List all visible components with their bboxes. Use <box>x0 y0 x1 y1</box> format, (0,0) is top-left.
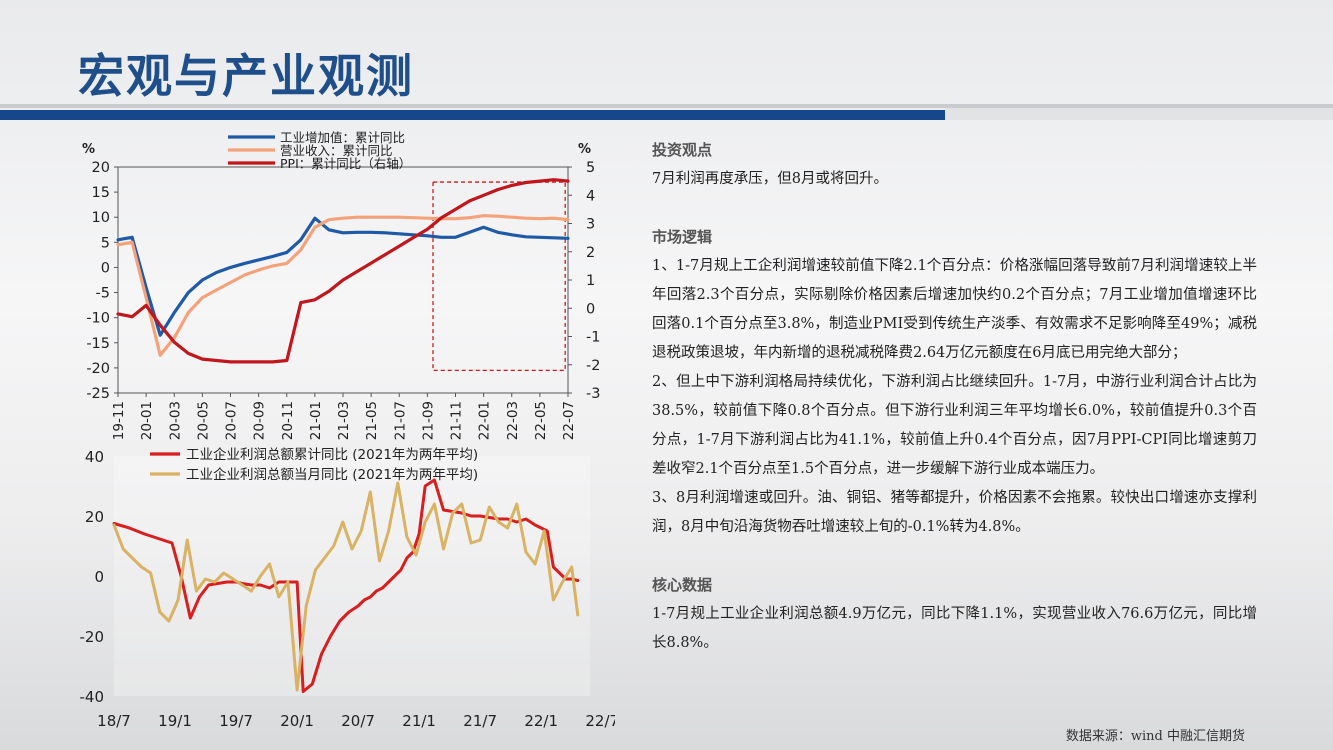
x-tick-label: 19-11 <box>111 401 127 440</box>
y-tick-label-right: -2 <box>586 358 600 374</box>
series-line <box>112 478 580 693</box>
y-tick-label-left: -5 <box>96 286 110 302</box>
series-line <box>116 178 570 364</box>
x-tick-label: 21-03 <box>336 401 352 440</box>
section-paragraph: 1、1-7月规上工企利润增速较前值下降2.1个百分点：价格涨幅回落导致前7月利润… <box>652 258 1257 361</box>
x-tick-label: 20-07 <box>224 401 240 440</box>
highlight-box <box>432 181 566 372</box>
x-tick-label: 19/7 <box>219 712 253 730</box>
y-tick-label-left: -25 <box>86 386 110 402</box>
y-axis-unit-left: % <box>82 142 95 157</box>
x-tick-label: 22-01 <box>477 401 493 440</box>
page-title: 宏观与产业观测 <box>78 49 414 103</box>
y-tick-label: -20 <box>80 628 105 646</box>
y-tick-label: -40 <box>80 688 105 706</box>
x-tick-label: 22/1 <box>524 712 558 730</box>
y-tick-label-right: 4 <box>586 188 595 204</box>
x-tick-label: 21-09 <box>420 401 436 440</box>
x-tick-label: 21-11 <box>449 401 465 440</box>
data-source: 数据来源：wind 中融汇信期货 <box>1065 729 1245 744</box>
section-paragraph: 7月利润再度承压，但8月或将回升。 <box>652 171 888 187</box>
legend-label: 工业增加值：累计同比 <box>280 130 405 145</box>
x-tick-label: 20-09 <box>252 401 268 440</box>
x-tick-label: 20-05 <box>195 401 211 440</box>
section-heading: 核心数据 <box>652 576 713 594</box>
y-tick-label: 0 <box>94 568 104 586</box>
y-tick-label-right: 2 <box>586 245 595 261</box>
y-tick-label: 40 <box>85 448 104 466</box>
y-tick-label-left: -10 <box>86 311 110 327</box>
x-tick-label: 21/7 <box>463 712 497 730</box>
series-line <box>116 214 570 357</box>
series-line <box>112 481 580 692</box>
section-heading: 市场逻辑 <box>652 228 713 246</box>
y-tick-label-right: 5 <box>586 160 595 176</box>
x-tick-label: 22/7 <box>585 712 615 730</box>
header-divider-light <box>945 108 1333 120</box>
chart-industrial-profit: 40 20 0 -20 -40 18/7 19/1 19/7 20/1 20/7 21/1 21/7 2… <box>80 446 616 730</box>
section-paragraph: 3、8月利润增速或回升。油、铜铝、猪等都提升，价格因素不会拖累。较快出口增速亦支… <box>652 490 1257 535</box>
legend-label: PPI：累计同比（右轴） <box>280 156 411 171</box>
x-tick-label: 21-07 <box>392 401 408 440</box>
x-tick-label: 22-07 <box>561 401 577 440</box>
x-tick-label: 22-03 <box>505 401 521 440</box>
legend-label: 营业收入：累计同比 <box>280 143 393 158</box>
x-tick-label: 21/1 <box>402 712 436 730</box>
y-tick-label-left: -15 <box>86 336 110 352</box>
y-tick-label-left: 15 <box>92 185 110 201</box>
y-axis-unit-right: % <box>578 142 591 157</box>
y-tick-label-left: 20 <box>92 160 110 176</box>
y-tick-label-right: 3 <box>586 217 595 233</box>
header-divider-grey <box>0 104 1333 108</box>
y-tick-label-right: 1 <box>586 273 595 289</box>
y-tick-label-right: -1 <box>586 330 600 346</box>
y-tick-label: 20 <box>85 508 104 526</box>
x-tick-label: 20/1 <box>280 712 314 730</box>
x-tick-label: 21-01 <box>308 401 324 440</box>
section-paragraph: 2、但上中下游利润格局持续优化，下游利润占比继续回升。1-7月，中游行业利润合计… <box>652 374 1257 477</box>
text-panel: 投资观点 7月利润再度承压，但8月或将回升。 市场逻辑 1、1-7月规上工企利润… <box>652 136 1257 658</box>
y-tick-label-right: -3 <box>586 386 600 402</box>
x-tick-label: 20-01 <box>139 401 155 440</box>
y-tick-label-left: -20 <box>86 361 110 377</box>
legend-label: 工业企业利润总额累计同比 (2021年为两年平均) <box>186 446 478 463</box>
header-divider-blue <box>0 110 945 120</box>
x-tick-label: 22-05 <box>533 401 549 440</box>
x-tick-label: 19/1 <box>158 712 192 730</box>
y-tick-label-left: 0 <box>101 260 110 276</box>
y-tick-label-right: 0 <box>586 301 595 317</box>
legend-label: 工业企业利润总额当月同比 (2021年为两年平均) <box>186 466 478 483</box>
x-tick-label: 20/7 <box>341 712 375 730</box>
y-tick-label-left: 5 <box>101 235 110 251</box>
chart-industrial-output: % %20151050-5-10-15-20-25543210-1-2-319-1… <box>82 130 600 440</box>
section-paragraph: 1-7月规上工业企业利润总额4.9万亿元，同比下降1.1%，实现营业收入76.6… <box>652 606 1257 651</box>
x-tick-label: 20-11 <box>280 401 296 440</box>
plot-area <box>114 456 590 696</box>
x-tick-label: 20-03 <box>167 401 183 440</box>
series-line <box>116 216 570 337</box>
x-tick-label: 21-05 <box>364 401 380 440</box>
y-tick-label-left: 10 <box>92 210 110 226</box>
x-tick-label: 18/7 <box>97 712 131 730</box>
section-heading: 投资观点 <box>652 141 713 159</box>
